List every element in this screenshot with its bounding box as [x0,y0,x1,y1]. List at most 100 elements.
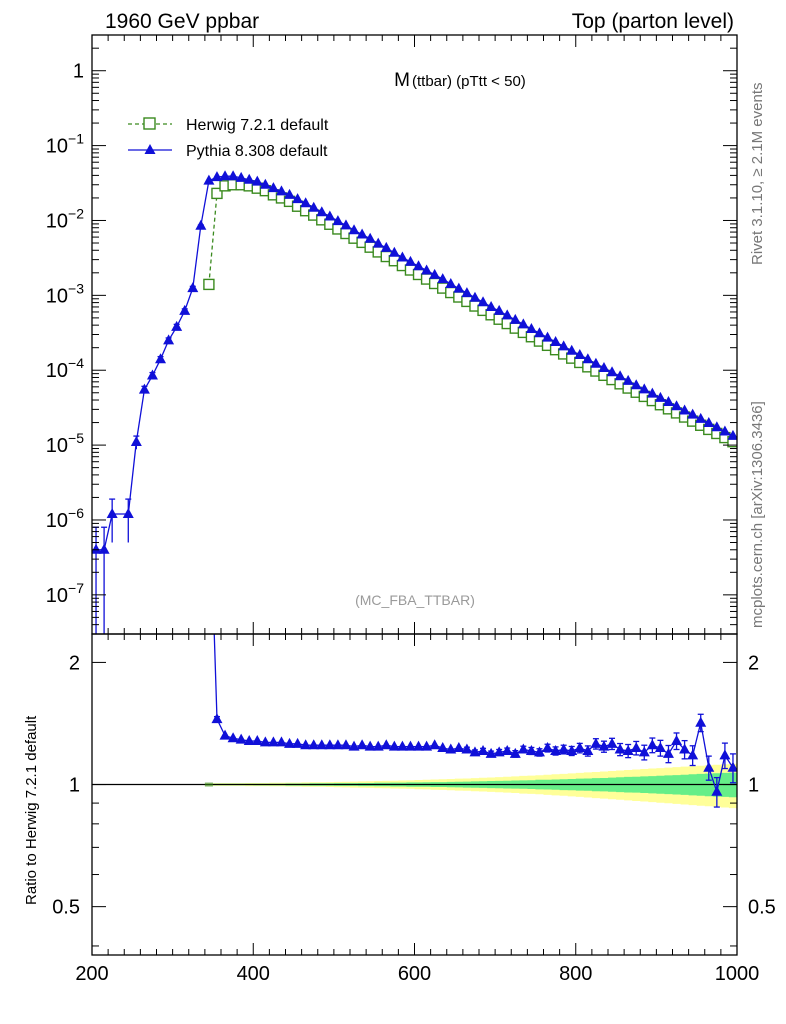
main-y-tick-label: 10−4 [46,355,84,382]
ratio-point [396,740,408,751]
pythia-point [284,188,296,199]
pythia-point [646,387,658,398]
pythia-point [695,412,707,423]
rivet-label: Rivet 3.1.10, ≥ 2.1M events [749,83,766,266]
main-y-tick-label: 10−7 [46,580,84,607]
ratio-point [525,744,537,755]
ratio-point [509,747,521,758]
legend-pythia-marker [144,144,156,154]
ratio-point [324,739,336,750]
ratio-y-tick-label-right: 2 [748,652,759,674]
pythia-point [445,277,457,288]
ratio-point [566,744,578,755]
ratio-point [372,740,384,751]
pythia-point [421,264,433,275]
pythia-point [235,171,247,182]
pythia-point [687,408,699,419]
pythia-point [267,182,279,193]
x-tick-label: 1000 [715,963,760,985]
ratio-point [243,735,255,746]
pythia-point [163,334,175,345]
pythia-point [542,331,554,342]
pythia-point [413,260,425,271]
ratio-point [662,747,674,758]
ratio-point [284,737,296,748]
pythia-point [388,246,400,257]
pythia-point [396,251,408,262]
ratio-point [630,742,642,753]
pythia-point [727,429,737,440]
pythia-point [340,219,352,230]
pythia-point [348,224,360,235]
ratio-y-tick-label-right: 1 [748,775,759,797]
ratio-y-tick-label-left: 1 [69,775,80,797]
pythia-point [243,173,255,184]
ratio-point [340,739,352,750]
ratio-point [687,749,699,760]
pythia-point [461,287,473,298]
pythia-point [654,391,666,402]
ratio-point [219,729,231,740]
pythia-point [372,237,384,248]
pythia-point [630,379,642,390]
main-y-tick-label: 10−1 [46,131,84,158]
pythia-point [308,201,320,212]
ratio-point [719,749,731,760]
pythia-point [146,369,158,380]
pythia-point [485,300,497,311]
legend: Herwig 7.2.1 default Pythia 8.308 defaul… [128,117,329,160]
pythia-point [332,215,344,226]
herwig-point [211,187,223,200]
ratio-point [211,713,223,724]
pythia-point [671,400,683,411]
ratio-point [606,737,618,748]
pythia-point [590,357,602,368]
pythia-point [122,508,134,519]
ratio-point [267,736,279,747]
ratio-point [590,737,602,748]
ratio-point [517,743,529,754]
pythia-point [138,383,150,394]
pythia-point [179,304,191,315]
ratio-point [646,739,658,750]
pythia-point [614,370,626,381]
header-left: 1960 GeV ppbar [105,10,259,33]
pythia-point [711,421,723,432]
pythia-point [106,508,118,519]
pythia-point [622,374,634,385]
ratio-point [364,740,376,751]
legend-pythia-label: Pythia 8.308 default [186,143,328,160]
pythia-point [437,273,449,284]
pythia-point [187,282,199,293]
ratio-point [501,744,513,755]
ratio-point [380,739,392,750]
ratio-point [404,740,416,751]
ratio-point [316,739,328,750]
main-y-tick-label: 1 [73,61,84,83]
pythia-point [219,170,231,181]
pythia-point [509,313,521,324]
ratio-point [292,737,304,748]
ratio-point [429,739,441,750]
ratio-point [413,740,425,751]
ratio-point [461,743,473,754]
ratio-point [469,746,481,757]
pythia-point [356,228,368,239]
pythia-point [300,197,312,208]
legend-herwig-label: Herwig 7.2.1 default [186,117,329,134]
header-right: Top (parton level) [572,10,734,33]
x-tick-label: 800 [559,963,592,985]
ratio-point [542,742,554,753]
pythia-point [259,178,271,189]
pythia-point [582,353,594,364]
herwig-point [203,278,215,291]
ratio-point [227,732,239,743]
legend-herwig-marker [143,117,156,130]
mcplots-label: mcplots.cern.ch [arXiv:1306.3436] [749,401,766,628]
pythia-point [477,296,489,307]
pythia-point [429,268,441,279]
ratio-point [533,746,545,757]
pythia-point [703,417,715,428]
ratio-point [654,742,666,753]
